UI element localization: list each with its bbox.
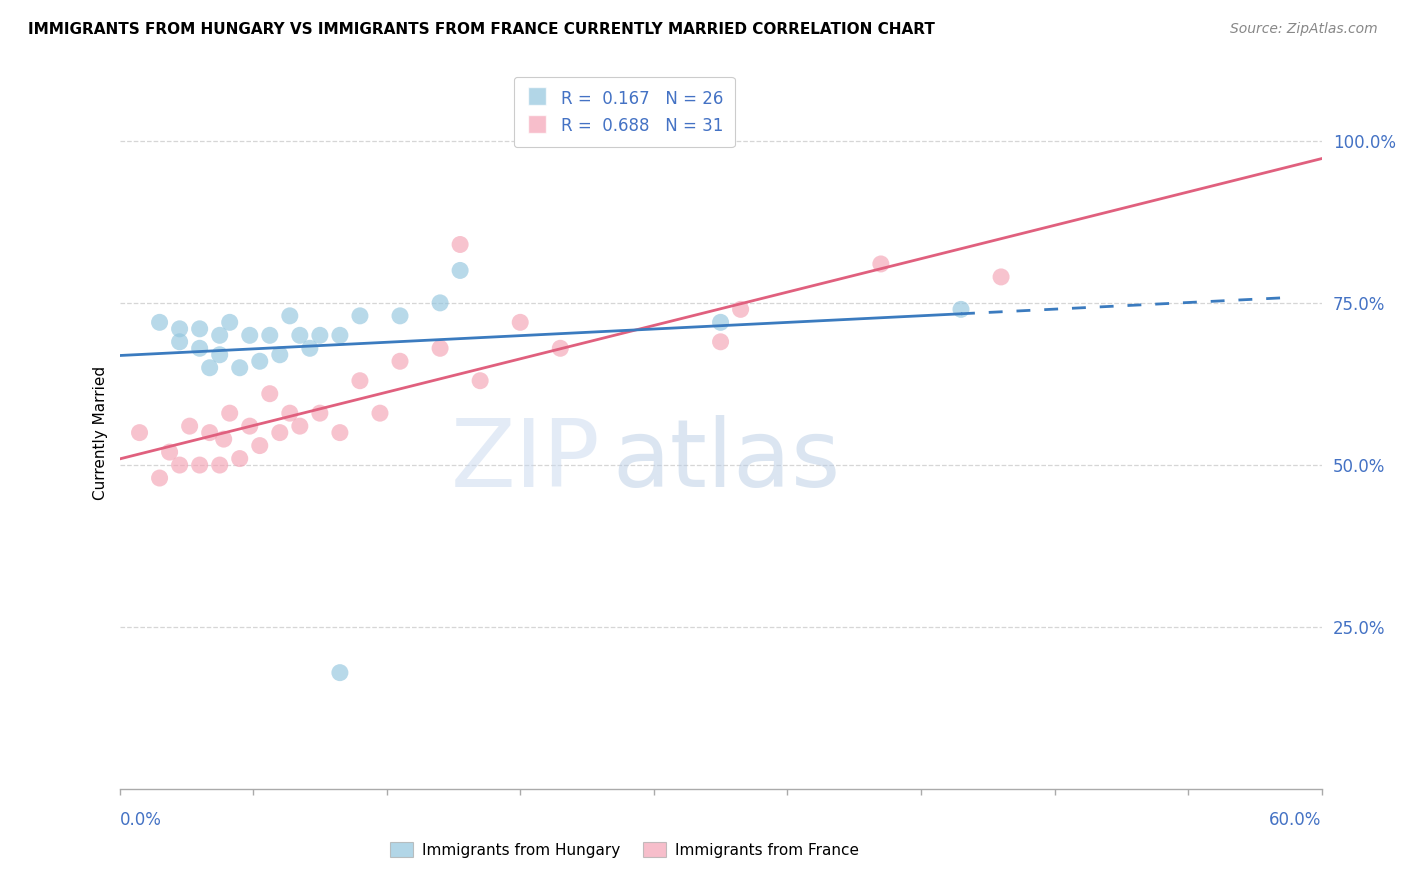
- Text: 0.0%: 0.0%: [120, 811, 162, 829]
- Legend: Immigrants from Hungary, Immigrants from France: Immigrants from Hungary, Immigrants from…: [384, 836, 865, 863]
- Point: [950, 302, 973, 317]
- Point: [198, 425, 221, 440]
- Point: [730, 302, 752, 317]
- Point: [550, 341, 572, 355]
- Text: 60.0%: 60.0%: [1270, 811, 1322, 829]
- Text: atlas: atlas: [613, 415, 841, 508]
- Point: [188, 322, 211, 336]
- Point: [429, 341, 451, 355]
- Point: [869, 257, 893, 271]
- Point: [449, 263, 471, 277]
- Point: [228, 451, 252, 466]
- Point: [169, 334, 191, 349]
- Point: [259, 386, 281, 401]
- Point: [990, 269, 1012, 284]
- Point: [179, 419, 201, 434]
- Point: [208, 458, 231, 472]
- Point: [709, 334, 731, 349]
- Point: [169, 322, 191, 336]
- Text: IMMIGRANTS FROM HUNGARY VS IMMIGRANTS FROM FRANCE CURRENTLY MARRIED CORRELATION : IMMIGRANTS FROM HUNGARY VS IMMIGRANTS FR…: [28, 22, 935, 37]
- Point: [329, 328, 352, 343]
- Point: [329, 425, 352, 440]
- Point: [329, 665, 352, 680]
- Point: [429, 296, 451, 310]
- Point: [149, 315, 172, 329]
- Point: [239, 419, 262, 434]
- Point: [349, 374, 371, 388]
- Point: [169, 458, 191, 472]
- Point: [218, 315, 240, 329]
- Point: [468, 374, 492, 388]
- Point: [388, 354, 412, 368]
- Point: [249, 439, 271, 453]
- Point: [309, 328, 332, 343]
- Point: [269, 348, 291, 362]
- Point: [149, 471, 172, 485]
- Point: [228, 360, 252, 375]
- Point: [188, 341, 211, 355]
- Point: [188, 458, 211, 472]
- Point: [259, 328, 281, 343]
- Point: [509, 315, 531, 329]
- Text: Source: ZipAtlas.com: Source: ZipAtlas.com: [1230, 22, 1378, 37]
- Text: ZIP: ZIP: [451, 415, 600, 508]
- Point: [212, 432, 235, 446]
- Point: [278, 406, 301, 420]
- Point: [239, 328, 262, 343]
- Point: [198, 360, 221, 375]
- Point: [709, 315, 731, 329]
- Y-axis label: Currently Married: Currently Married: [93, 366, 108, 500]
- Point: [278, 309, 301, 323]
- Point: [249, 354, 271, 368]
- Point: [368, 406, 391, 420]
- Point: [208, 328, 231, 343]
- Point: [349, 309, 371, 323]
- Point: [269, 425, 291, 440]
- Point: [218, 406, 240, 420]
- Point: [288, 419, 311, 434]
- Point: [159, 445, 181, 459]
- Point: [128, 425, 150, 440]
- Point: [388, 309, 412, 323]
- Point: [288, 328, 311, 343]
- Point: [208, 348, 231, 362]
- Point: [309, 406, 332, 420]
- Point: [298, 341, 321, 355]
- Point: [449, 237, 471, 252]
